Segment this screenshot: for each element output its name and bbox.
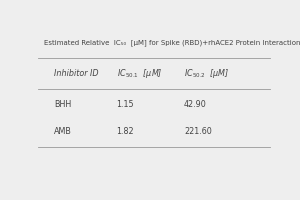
Text: IC$_{50.2}$  [μM]: IC$_{50.2}$ [μM] <box>184 67 230 80</box>
Text: 42.90: 42.90 <box>184 100 207 109</box>
Text: Estimated Relative  IC₅₀  [μM] for Spike (RBD)+rhACE2 Protein Interaction Assay: Estimated Relative IC₅₀ [μM] for Spike (… <box>44 39 300 46</box>
Text: 1.82: 1.82 <box>117 127 134 136</box>
Text: AMB: AMB <box>54 127 72 136</box>
Text: Inhibitor ID: Inhibitor ID <box>54 69 98 78</box>
Text: IC$_{50.1}$  [μM]: IC$_{50.1}$ [μM] <box>117 67 162 80</box>
Text: 221.60: 221.60 <box>184 127 212 136</box>
Text: 1.15: 1.15 <box>117 100 134 109</box>
Text: BHH: BHH <box>54 100 71 109</box>
